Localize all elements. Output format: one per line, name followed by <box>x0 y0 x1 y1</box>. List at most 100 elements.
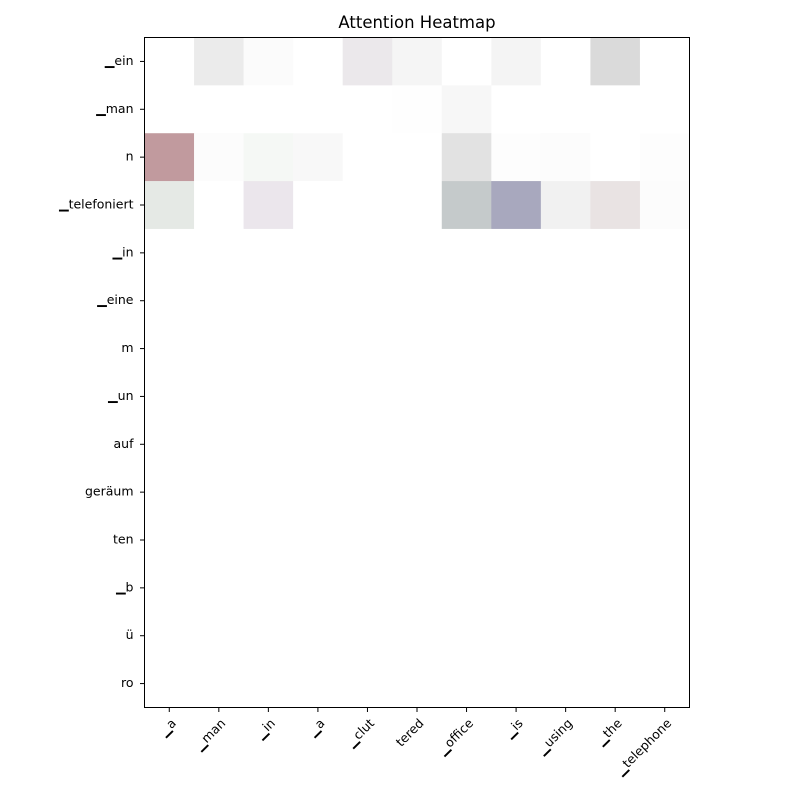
y-tick-label: ▁telefoniert <box>58 197 134 213</box>
heatmap-cell <box>194 516 244 565</box>
heatmap-cell <box>590 420 641 469</box>
heatmap-cell <box>342 324 393 373</box>
heatmap-cell <box>342 420 393 469</box>
heatmap-cell <box>293 420 343 469</box>
y-tick-label: ten <box>113 532 134 547</box>
heatmap-cell <box>144 659 195 708</box>
heatmap-cell <box>392 276 443 325</box>
heatmap-cell <box>540 133 591 182</box>
heatmap-cell <box>540 611 591 660</box>
y-tick-label: n <box>126 149 134 164</box>
heatmap-cell <box>243 468 294 517</box>
heatmap-cell <box>392 133 443 182</box>
heatmap-cell <box>491 276 542 325</box>
heatmap-cell <box>243 516 294 565</box>
x-tick-label: ▁using <box>533 715 576 758</box>
heatmap-cell <box>293 611 343 660</box>
heatmap-cell <box>590 611 641 660</box>
heatmap-cell <box>144 563 195 613</box>
heatmap-cell <box>441 85 492 134</box>
x-tick-label: ▁a <box>304 715 328 739</box>
heatmap-cell <box>491 420 542 469</box>
heatmap-cell <box>293 659 343 708</box>
heatmap-cell <box>392 85 443 134</box>
heatmap-cell <box>491 85 542 134</box>
heatmap-cell <box>392 611 443 660</box>
heatmap-cell <box>293 133 343 182</box>
x-axis: ▁a ▁man ▁in ▁a ▁clut tered ▁office ▁is ▁using ▁th… <box>155 707 675 779</box>
heatmap-cell <box>243 372 294 421</box>
heatmap-cell <box>243 181 294 230</box>
heatmap-cell <box>491 611 542 660</box>
heatmap-cell <box>342 276 393 325</box>
heatmap-cell <box>144 420 195 469</box>
heatmap-cell <box>491 372 542 421</box>
heatmap-cell <box>639 611 690 660</box>
y-tick-label: ▁eine <box>96 292 134 308</box>
heatmap-cell <box>540 228 591 278</box>
heatmap-cell <box>194 228 244 278</box>
heatmap-cell <box>441 420 492 469</box>
heatmap-cell <box>293 37 343 86</box>
heatmap-cell <box>293 372 343 421</box>
y-tick-label: ▁b <box>115 579 134 595</box>
heatmap-cell <box>392 372 443 421</box>
heatmap-cell <box>639 37 690 86</box>
heatmap-cell <box>639 133 690 182</box>
heatmap-cell <box>342 181 393 230</box>
heatmap-cell <box>392 324 443 373</box>
heatmap-cell <box>144 181 195 230</box>
heatmap-cell <box>639 181 690 230</box>
chart-title: Attention Heatmap <box>338 13 495 32</box>
heatmap-cell <box>639 228 690 278</box>
x-tick-label: ▁in <box>252 715 279 742</box>
x-tick-label: ▁a <box>155 715 179 739</box>
heatmap-cell <box>194 324 244 373</box>
heatmap-cell <box>491 181 542 230</box>
y-tick-label: auf <box>114 436 135 451</box>
heatmap-cell <box>194 659 244 708</box>
heatmap-cell <box>144 611 195 660</box>
heatmap-cell <box>194 611 244 660</box>
heatmap-cell <box>590 516 641 565</box>
heatmap-cell <box>639 85 690 134</box>
heatmap-cell <box>540 659 591 708</box>
x-tick-label: ▁the <box>592 715 626 749</box>
heatmap-cell <box>540 37 591 86</box>
heatmap-cell <box>639 420 690 469</box>
heatmap-cell <box>590 228 641 278</box>
heatmap-cell <box>342 563 393 613</box>
heatmap-cell <box>590 85 641 134</box>
heatmap-cell <box>491 468 542 517</box>
heatmap-cell <box>441 611 492 660</box>
heatmap-cell <box>293 276 343 325</box>
heatmap-cell <box>243 276 294 325</box>
heatmap-cell <box>342 372 393 421</box>
heatmap-cell <box>392 516 443 565</box>
y-tick-label: ▁ein <box>104 53 134 69</box>
heatmap-cell <box>194 181 244 230</box>
heatmap-cell <box>293 563 343 613</box>
heatmap-cell <box>392 228 443 278</box>
heatmap-cell <box>194 276 244 325</box>
y-tick-label: ▁un <box>107 388 133 404</box>
heatmap-cell <box>194 563 244 613</box>
heatmap-cell <box>441 276 492 325</box>
heatmap-cell <box>540 85 591 134</box>
heatmap-cell <box>441 181 492 230</box>
heatmap-cell <box>639 276 690 325</box>
heatmap-cell <box>590 563 641 613</box>
heatmap-cell <box>243 420 294 469</box>
x-tick-label: tered <box>393 715 427 749</box>
heatmap-cell <box>392 659 443 708</box>
heatmap-cell <box>491 37 542 86</box>
heatmap-cell <box>392 181 443 230</box>
heatmap-cell <box>639 468 690 517</box>
heatmap-cell <box>243 659 294 708</box>
heatmap-cell <box>342 468 393 517</box>
heatmap-cell <box>392 563 443 613</box>
x-tick-label: ▁man <box>191 715 229 753</box>
heatmap-cell <box>590 133 641 182</box>
heatmap-cell <box>243 133 294 182</box>
heatmap-cell <box>441 563 492 613</box>
